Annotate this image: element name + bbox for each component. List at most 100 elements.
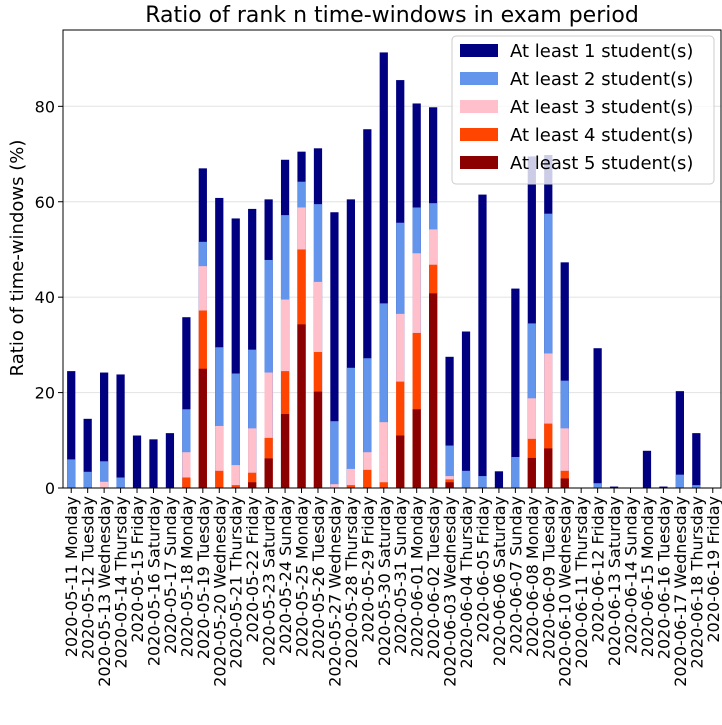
- bar-1-10: [231, 218, 240, 488]
- x-tick-label: 2020-05-29 Friday: [358, 496, 377, 643]
- x-tick-label: 2020-05-18 Monday: [177, 496, 196, 657]
- bar-2-23: [445, 445, 454, 488]
- bar-4-9: [215, 470, 224, 488]
- x-tick-label: 2020-05-21 Thursday: [227, 496, 246, 668]
- bar-5-12: [264, 458, 273, 488]
- legend-label: At least 1 student(s): [510, 41, 693, 62]
- x-tick-label: 2020-05-31 Sunday: [391, 496, 410, 654]
- bar-5-21: [412, 409, 421, 488]
- legend-swatch: [460, 156, 498, 169]
- plot-frame: [62, 29, 722, 489]
- y-tick-label: 60: [35, 193, 55, 212]
- x-tick-label: 2020-05-11 Monday: [62, 496, 81, 657]
- x-tick-label: 2020-06-03 Wednesday: [441, 496, 460, 687]
- x-tick-label: 2020-05-24 Sunday: [276, 496, 295, 654]
- x-tick-label: 2020-05-27 Wednesday: [325, 496, 344, 687]
- bar-4-20: [396, 381, 405, 488]
- legend-swatch: [460, 72, 498, 85]
- bar-1-2: [100, 372, 109, 488]
- y-tick-label: 80: [35, 97, 55, 116]
- axes: [62, 29, 722, 489]
- legend-box: [451, 35, 715, 185]
- bar-5-15: [313, 391, 323, 488]
- bar-2-2: [100, 461, 109, 488]
- bar-2-37: [675, 474, 684, 488]
- legend-label: At least 5 student(s): [510, 153, 693, 174]
- y-tick-label: 40: [35, 288, 55, 307]
- x-tick-label: 2020-05-12 Tuesday: [79, 496, 98, 659]
- y-axis-ticks: 0 20 40 60 80: [35, 97, 63, 498]
- bar-2-0: [67, 459, 76, 488]
- bar-5-29: [544, 448, 553, 488]
- legend-swatch: [460, 128, 498, 141]
- x-tick-label: 2020-05-23 Saturday: [260, 496, 279, 666]
- x-tick-label: 2020-06-04 Thursday: [457, 496, 476, 668]
- x-tick-label: 2020-05-30 Saturday: [375, 496, 394, 666]
- x-tick-label: 2020-05-28 Thursday: [342, 496, 361, 668]
- bar-1-18: [363, 129, 372, 488]
- bar-3-17: [346, 468, 355, 488]
- chart-title: Ratio of rank n time-windows in exam per…: [145, 3, 639, 28]
- bar-2-38: [692, 485, 701, 488]
- bar-5-23: [445, 482, 454, 488]
- bar-1-33: [609, 486, 619, 488]
- x-tick-label: 2020-05-14 Thursday: [112, 496, 131, 668]
- bar-3-10: [231, 465, 240, 488]
- bar-1-38: [692, 433, 701, 488]
- bar-1-16: [330, 212, 339, 488]
- bar-4-18: [363, 469, 372, 488]
- bar-1-7: [182, 317, 191, 488]
- x-tick-label: 2020-06-12 Friday: [589, 496, 608, 643]
- x-tick-label: 2020-06-14 Sunday: [622, 496, 641, 654]
- legend-label: At least 4 student(s): [510, 125, 693, 146]
- x-tick-label: 2020-06-01 Monday: [408, 496, 427, 657]
- bar-3-9: [215, 425, 224, 488]
- bar-1-0: [67, 371, 76, 488]
- bar-2-7: [182, 409, 191, 488]
- bar-2-24: [461, 470, 471, 488]
- bar-5-8: [198, 368, 207, 488]
- bar-1-24: [461, 331, 471, 488]
- x-tick-label: 2020-06-11 Thursday: [572, 496, 591, 668]
- bar-2-10: [231, 373, 240, 488]
- y-axis-label: Ratio of time-windows (%): [7, 140, 28, 377]
- bar-1-35: [642, 450, 652, 488]
- bar-2-3: [116, 477, 125, 488]
- x-tick-label: 2020-06-13 Saturday: [605, 496, 624, 666]
- x-tick-label: 2020-06-15 Monday: [638, 496, 657, 657]
- bar-2-9: [215, 347, 224, 488]
- bar-2-29: [544, 213, 553, 489]
- bar-5-30: [560, 478, 569, 488]
- bar-3-30: [560, 428, 569, 488]
- legend: At least 1 student(s) At least 2 student(…: [451, 35, 715, 185]
- bar-4-7: [182, 477, 191, 488]
- x-tick-label: 2020-05-15 Friday: [128, 496, 147, 643]
- bar-5-11: [248, 482, 257, 488]
- y-tick-label: 20: [35, 384, 55, 403]
- bar-4-11: [248, 472, 257, 488]
- bar-4-10: [231, 485, 240, 488]
- x-tick-label: 2020-05-22 Friday: [243, 496, 262, 643]
- x-tick-label: 2020-05-17 Sunday: [161, 496, 180, 654]
- bar-1-30: [560, 262, 569, 488]
- bar-1-17: [346, 199, 355, 489]
- legend-label: At least 3 student(s): [510, 97, 693, 118]
- x-tick-label: 2020-05-26 Tuesday: [309, 496, 328, 659]
- bar-2-25: [478, 476, 487, 488]
- bar-2-32: [593, 483, 602, 488]
- x-tick-label: 2020-06-08 Monday: [523, 496, 542, 657]
- bar-1-32: [593, 348, 602, 488]
- bar-1-36: [659, 486, 668, 488]
- x-tick-label: 2020-05-20 Wednesday: [210, 496, 229, 687]
- bar-4-17: [346, 485, 355, 488]
- legend-label: At least 2 student(s): [510, 69, 693, 90]
- bar-2-17: [346, 367, 355, 488]
- x-tick-label: 2020-06-02 Tuesday: [424, 496, 443, 659]
- bar-1-6: [165, 433, 175, 488]
- x-tick-label: 2020-05-16 Saturday: [144, 496, 163, 666]
- bar-3-16: [330, 484, 339, 488]
- bar-3-2: [100, 481, 109, 488]
